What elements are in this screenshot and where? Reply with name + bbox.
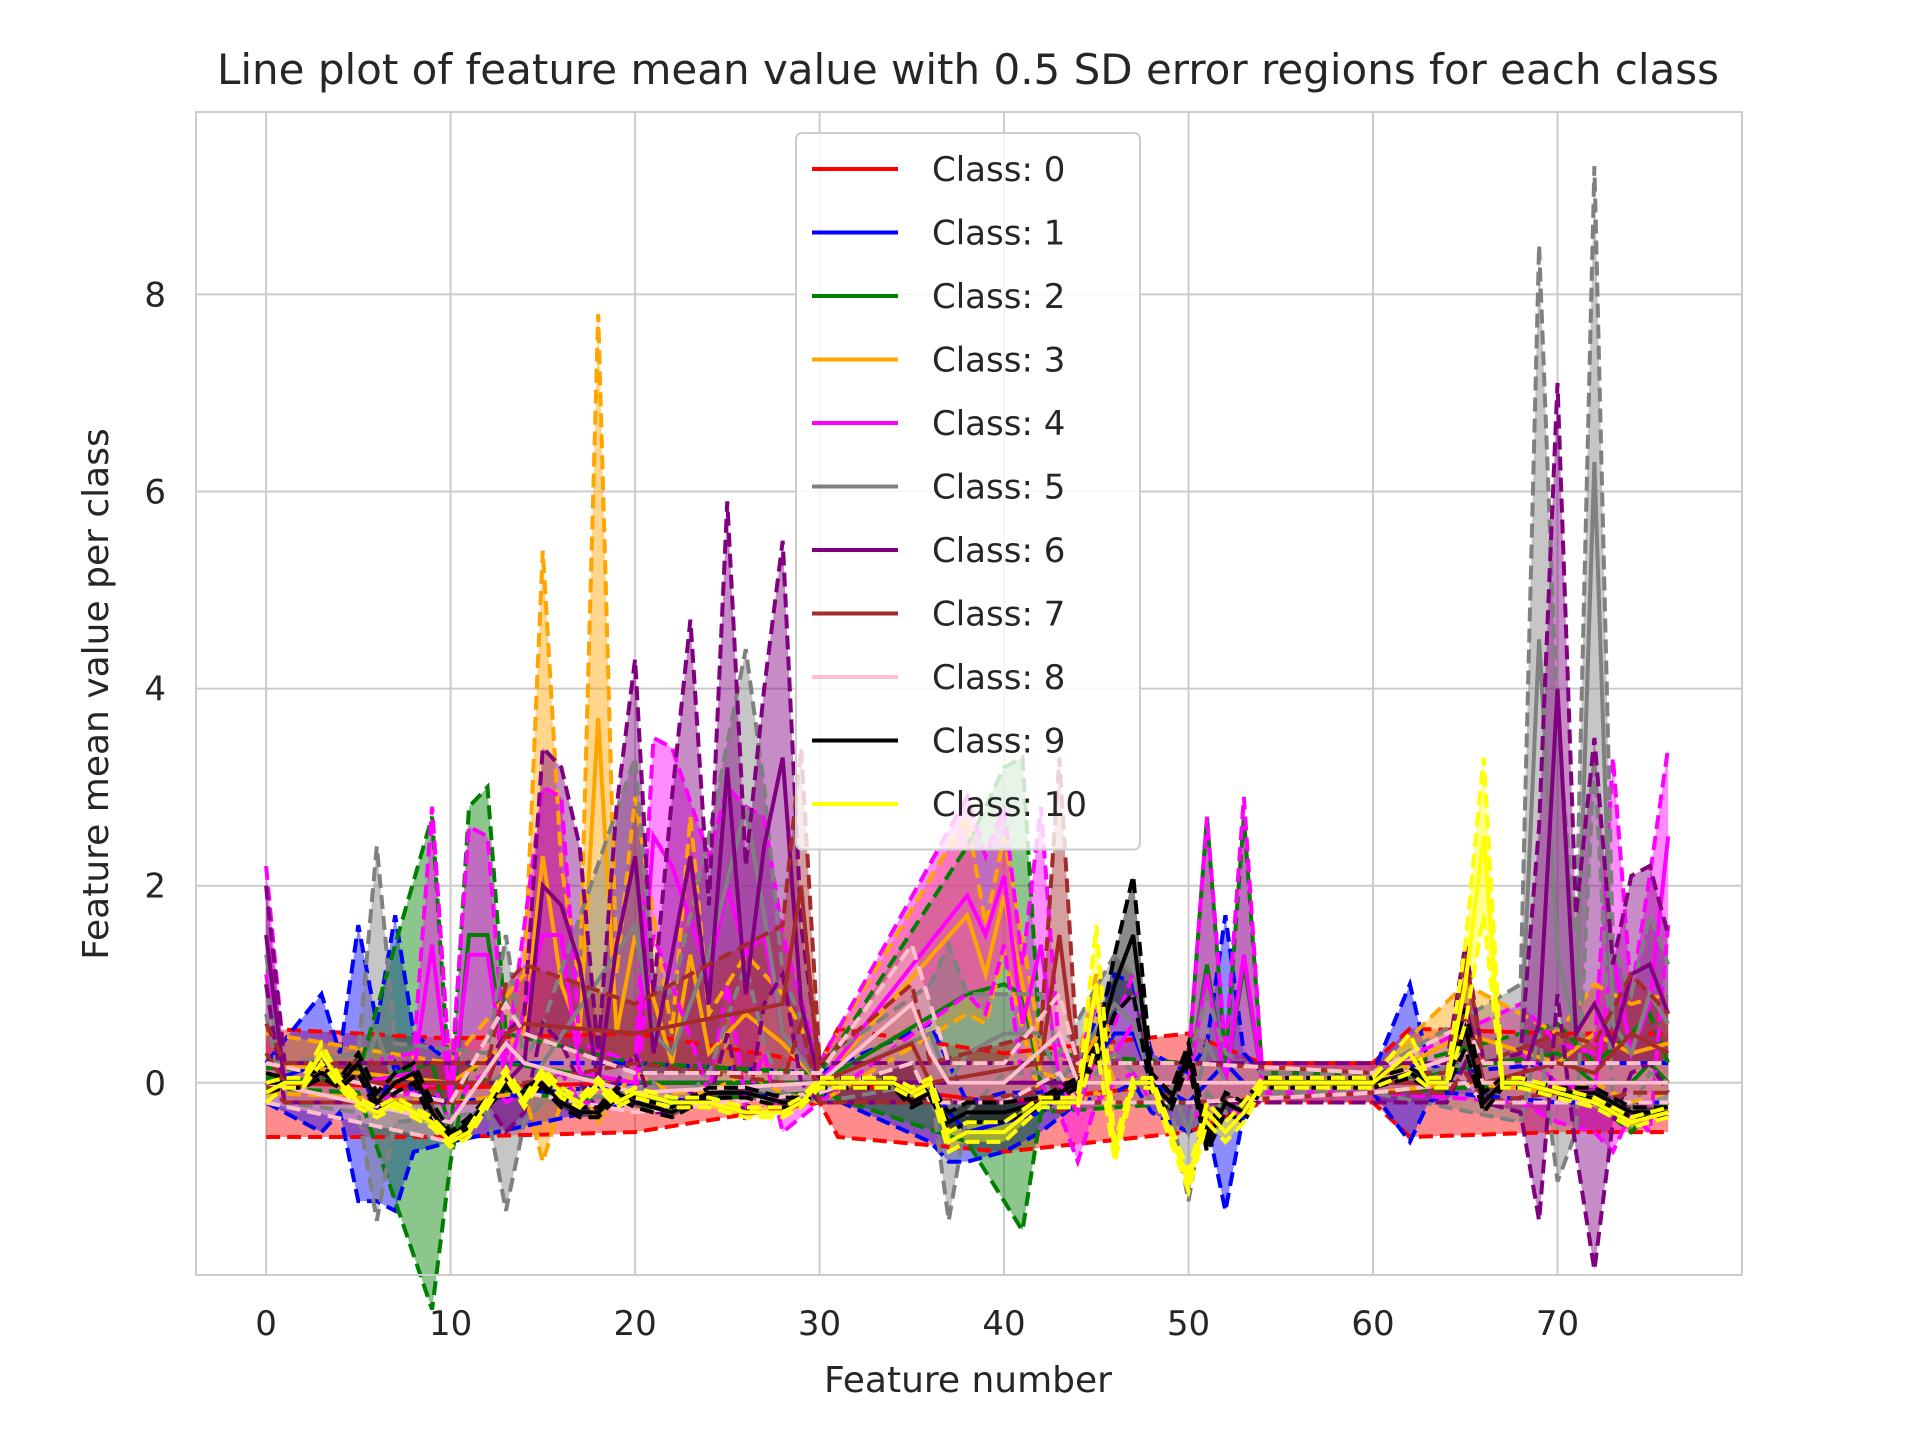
y-tick-label: 6 bbox=[144, 472, 166, 512]
lower-bound-line-class-7 bbox=[264, 1016, 1669, 1115]
x-tick-label: 30 bbox=[798, 1304, 841, 1344]
y-tick-labels: 0 2 4 6 8 bbox=[144, 275, 166, 1103]
y-tick-label: 4 bbox=[144, 670, 166, 710]
legend-label-class-3: Class: 3 bbox=[932, 341, 1065, 381]
legend-label-class-10: Class: 10 bbox=[932, 785, 1087, 825]
legend-label-class-5: Class: 5 bbox=[932, 468, 1065, 508]
lower-bound-line-class-1 bbox=[265, 1080, 1669, 1214]
upper-bound-line-class-1 bbox=[264, 914, 1669, 1105]
mean-line-class-2 bbox=[265, 933, 1670, 1133]
x-tick-label: 60 bbox=[1351, 1304, 1394, 1344]
x-tick-label: 70 bbox=[1536, 1304, 1579, 1344]
upper-bound-line-class-5 bbox=[264, 166, 1671, 1075]
legend-label-class-4: Class: 4 bbox=[932, 404, 1065, 444]
lower-bound-line-class-10 bbox=[264, 914, 1669, 1198]
legend-label-class-6: Class: 6 bbox=[932, 531, 1065, 571]
mean-line-class-8 bbox=[265, 1000, 1669, 1125]
legend-box bbox=[795, 132, 1141, 851]
x-tick-label: 50 bbox=[1167, 1304, 1210, 1344]
upper-bound-line-class-10 bbox=[265, 757, 1669, 1178]
x-tick-label: 10 bbox=[429, 1304, 472, 1344]
lower-bound-line-class-6 bbox=[264, 968, 1670, 1271]
series-lines bbox=[264, 166, 1671, 1311]
lower-bound-line-class-0 bbox=[266, 1100, 1669, 1154]
error-band-class-4 bbox=[266, 737, 1669, 1162]
mean-line-class-10 bbox=[265, 836, 1669, 1188]
upper-bound-line-class-6 bbox=[264, 382, 1671, 1066]
lower-bound-line-class-4 bbox=[264, 924, 1671, 1168]
y-tick-label: 0 bbox=[144, 1064, 166, 1104]
x-tick-labels: 0 10 20 30 40 50 60 70 bbox=[255, 1304, 1579, 1344]
upper-bound-line-class-2 bbox=[265, 754, 1671, 1103]
x-tick-label: 40 bbox=[982, 1304, 1025, 1344]
legend-label-class-7: Class: 7 bbox=[932, 595, 1065, 635]
legend: Class: 0 Class: 1 Class: 2 Class: 3 Class: 4… bbox=[795, 132, 1141, 851]
y-tick-label: 2 bbox=[144, 867, 166, 907]
upper-bound-line-class-7 bbox=[264, 747, 1670, 1075]
error-band-class-6 bbox=[266, 383, 1669, 1271]
legend-label-class-9: Class: 9 bbox=[932, 722, 1065, 762]
chart-title: Line plot of feature mean value with 0.5… bbox=[217, 45, 1719, 94]
x-tick-label: 20 bbox=[613, 1304, 656, 1344]
legend-label-class-2: Class: 2 bbox=[932, 277, 1065, 317]
error-band-class-2 bbox=[266, 757, 1669, 1310]
y-axis-label: Feature mean value per class bbox=[76, 428, 117, 959]
y-tick-label: 8 bbox=[144, 275, 166, 315]
legend-label-class-0: Class: 0 bbox=[932, 150, 1065, 190]
legend-label-class-8: Class: 8 bbox=[932, 658, 1065, 698]
x-axis-label: Feature number bbox=[824, 1360, 1112, 1401]
legend-label-class-1: Class: 1 bbox=[932, 214, 1065, 254]
upper-bound-line-class-8 bbox=[265, 940, 1669, 1105]
x-tick-label: 0 bbox=[255, 1304, 277, 1344]
plot-frame bbox=[195, 111, 1743, 1276]
